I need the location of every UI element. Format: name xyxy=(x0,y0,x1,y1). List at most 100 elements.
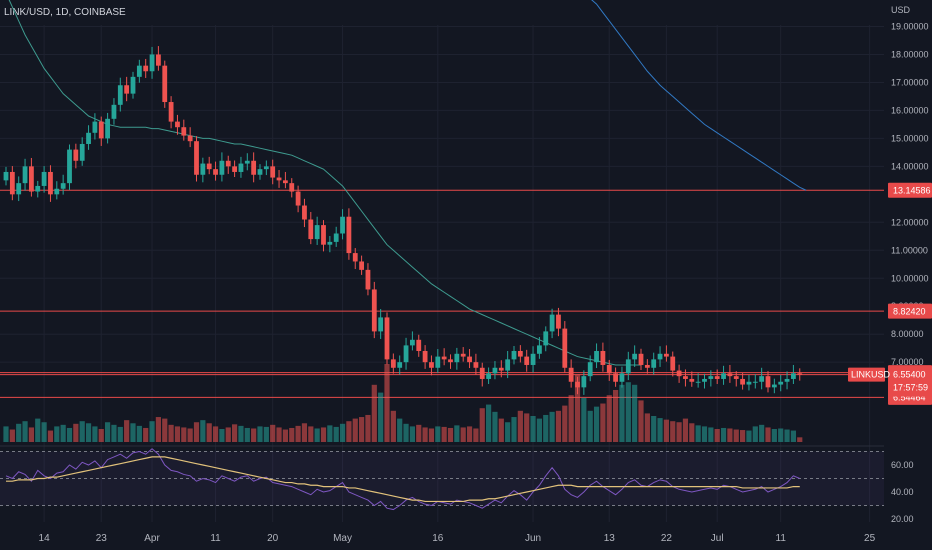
candle-body xyxy=(244,160,250,164)
candle-body xyxy=(276,177,282,181)
candle-body xyxy=(467,356,472,363)
candle-body xyxy=(733,376,739,379)
candle-body xyxy=(441,356,447,360)
candle-body xyxy=(797,373,803,375)
candle-body xyxy=(321,225,326,245)
candle-body xyxy=(562,328,568,368)
candle-body xyxy=(308,219,314,240)
candle-body xyxy=(378,317,384,332)
candle-body xyxy=(575,381,580,388)
volume-bar xyxy=(66,427,73,442)
candle-body xyxy=(625,359,631,374)
rsi-ma-line xyxy=(6,456,800,503)
x-tick-label: 20 xyxy=(267,533,279,544)
volume-bar xyxy=(530,416,536,442)
candle-body xyxy=(60,183,66,189)
volume-bar xyxy=(644,413,650,442)
candle-body xyxy=(168,102,174,122)
candle-body xyxy=(676,370,682,377)
candle-body xyxy=(194,141,199,175)
candle-body xyxy=(333,233,339,242)
candle-body xyxy=(410,339,415,346)
volume-bar xyxy=(403,423,409,442)
candle-body xyxy=(657,353,663,360)
candle-body xyxy=(73,149,79,161)
candle-body xyxy=(600,350,606,365)
volume-bar xyxy=(79,421,85,442)
volume-bar xyxy=(111,424,117,442)
candle-body xyxy=(251,160,257,175)
volume-bar xyxy=(232,424,238,442)
level-tag: 13.14586 xyxy=(893,185,931,195)
volume-bar xyxy=(606,395,612,442)
price-axis[interactable]: 19.00000 18.00000 17.00000 16.00000 15.00000… xyxy=(891,22,929,525)
x-tick-label: 13 xyxy=(604,533,616,544)
level-tag: 8.82420 xyxy=(893,306,926,316)
volume-bar xyxy=(670,421,676,442)
volume-bar xyxy=(124,420,130,442)
candle-body xyxy=(422,350,428,363)
volume-bar xyxy=(574,374,581,442)
volume-bars xyxy=(3,364,803,442)
y-tick-label: 15.00000 xyxy=(891,133,929,143)
volume-bar xyxy=(181,427,187,442)
candle-body xyxy=(530,353,536,365)
candle-body xyxy=(771,384,777,388)
volume-bar xyxy=(130,423,136,442)
volume-bar xyxy=(651,416,657,442)
candle-body xyxy=(651,359,657,368)
rsi-tick-label: 40.00 xyxy=(891,487,914,497)
ma-short-path xyxy=(8,0,641,366)
volume-bar xyxy=(454,425,460,442)
volume-bar xyxy=(359,417,365,442)
horizontal-levels[interactable] xyxy=(0,189,884,398)
time-axis[interactable]: 14 23 Apr 11 20 May 16 Jun 13 22 Jul 11 25 xyxy=(39,533,876,544)
volume-bar xyxy=(149,421,155,442)
candle-body xyxy=(778,381,784,385)
candle-body xyxy=(156,54,161,66)
candle-body xyxy=(29,166,34,192)
candle-body xyxy=(9,171,15,195)
volume-bar xyxy=(54,426,60,442)
candle-body xyxy=(143,65,149,72)
level-tag-bg xyxy=(888,182,932,198)
volume-bar xyxy=(60,424,66,442)
volume-bar xyxy=(162,418,168,442)
candle-body xyxy=(41,171,47,186)
candle-body xyxy=(492,367,498,374)
volume-bar xyxy=(524,413,530,442)
volume-bar xyxy=(416,424,422,442)
candle-body xyxy=(486,373,491,379)
candle-body xyxy=(568,367,574,382)
volume-bar xyxy=(473,428,479,442)
volume-bar xyxy=(3,426,9,442)
ma-long-line xyxy=(591,0,807,191)
volume-bar xyxy=(9,429,15,442)
candle-body xyxy=(587,362,593,377)
symbol-title: LINK/USD, 1D, COINBASE xyxy=(4,7,126,18)
level-tag-bg xyxy=(888,303,932,319)
x-tick-label: Jun xyxy=(525,533,541,544)
x-tick-label: 11 xyxy=(776,533,787,544)
candle-body xyxy=(352,253,358,262)
candle-body xyxy=(689,378,695,382)
candle-body xyxy=(505,359,511,371)
candle-body xyxy=(549,314,555,332)
candle-body xyxy=(79,143,85,161)
candle-body xyxy=(213,169,218,175)
candle-body xyxy=(613,373,618,382)
candlesticks[interactable] xyxy=(3,46,803,395)
volume-bar xyxy=(701,426,708,442)
volume-bar xyxy=(219,429,225,442)
candle-body xyxy=(740,378,745,385)
volume-bar xyxy=(486,404,492,442)
candle-body xyxy=(86,132,91,144)
volume-bar xyxy=(22,421,28,442)
volume-bar xyxy=(676,422,682,442)
volume-bar xyxy=(212,426,219,442)
candle-body xyxy=(200,163,206,175)
candle-body xyxy=(594,350,599,363)
candle-body xyxy=(359,261,364,270)
rsi-line xyxy=(5,448,800,511)
